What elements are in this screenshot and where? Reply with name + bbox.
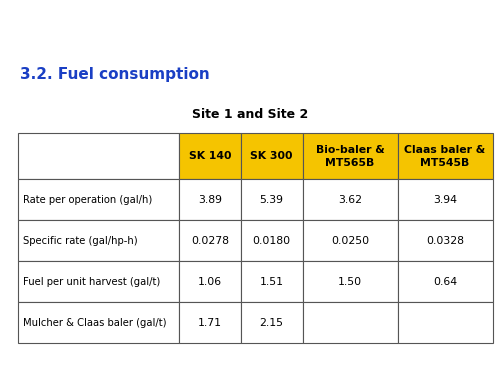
Bar [241, 302, 302, 343]
Bar [398, 180, 492, 220]
Text: 2.15: 2.15 [260, 318, 283, 328]
Text: 3.94: 3.94 [433, 195, 457, 205]
Text: Site 1 and Site 2: Site 1 and Site 2 [192, 108, 308, 121]
Bar [398, 302, 492, 343]
Bar [241, 220, 302, 261]
Bar [179, 220, 241, 261]
Text: 0.0278: 0.0278 [191, 236, 229, 246]
Bar [302, 261, 398, 302]
Text: 3.2. Fuel consumption: 3.2. Fuel consumption [20, 66, 210, 81]
Bar [302, 134, 398, 180]
Bar [179, 180, 241, 220]
Bar [241, 180, 302, 220]
Bar [241, 134, 302, 180]
Bar [18, 134, 179, 180]
Text: 3.89: 3.89 [198, 195, 222, 205]
Bar [179, 261, 241, 302]
Text: 0.64: 0.64 [433, 277, 457, 287]
Text: Specific rate (gal/hp-h): Specific rate (gal/hp-h) [22, 236, 137, 246]
Text: Fuel per unit harvest (gal/t): Fuel per unit harvest (gal/t) [22, 277, 160, 287]
Text: 1.71: 1.71 [198, 318, 222, 328]
Text: 5.39: 5.39 [260, 195, 283, 205]
Bar [18, 180, 179, 220]
Text: Bio-baler &
MT565B: Bio-baler & MT565B [316, 145, 384, 168]
Bar [398, 261, 492, 302]
Bar [302, 302, 398, 343]
Bar [302, 180, 398, 220]
Bar [18, 261, 179, 302]
Text: 0.0328: 0.0328 [426, 236, 464, 246]
Bar [179, 134, 241, 180]
Text: 1.51: 1.51 [260, 277, 283, 287]
Text: Rate per operation (gal/h): Rate per operation (gal/h) [22, 195, 152, 205]
Text: 0.0180: 0.0180 [252, 236, 290, 246]
Text: 3.62: 3.62 [338, 195, 362, 205]
Text: SK 300: SK 300 [250, 152, 293, 161]
Bar [179, 302, 241, 343]
Bar [241, 261, 302, 302]
Text: Claas baler &
MT545B: Claas baler & MT545B [404, 145, 485, 168]
Bar [398, 134, 492, 180]
Text: 1.06: 1.06 [198, 277, 222, 287]
Text: Mulcher & Claas baler (gal/t): Mulcher & Claas baler (gal/t) [22, 318, 166, 328]
Bar [18, 220, 179, 261]
Bar [302, 220, 398, 261]
Text: SK 140: SK 140 [188, 152, 231, 161]
Bar [398, 220, 492, 261]
Text: 3. Results: 3. Results [35, 16, 167, 40]
Text: 1.50: 1.50 [338, 277, 362, 287]
Bar [18, 302, 179, 343]
Text: 0.0250: 0.0250 [331, 236, 369, 246]
